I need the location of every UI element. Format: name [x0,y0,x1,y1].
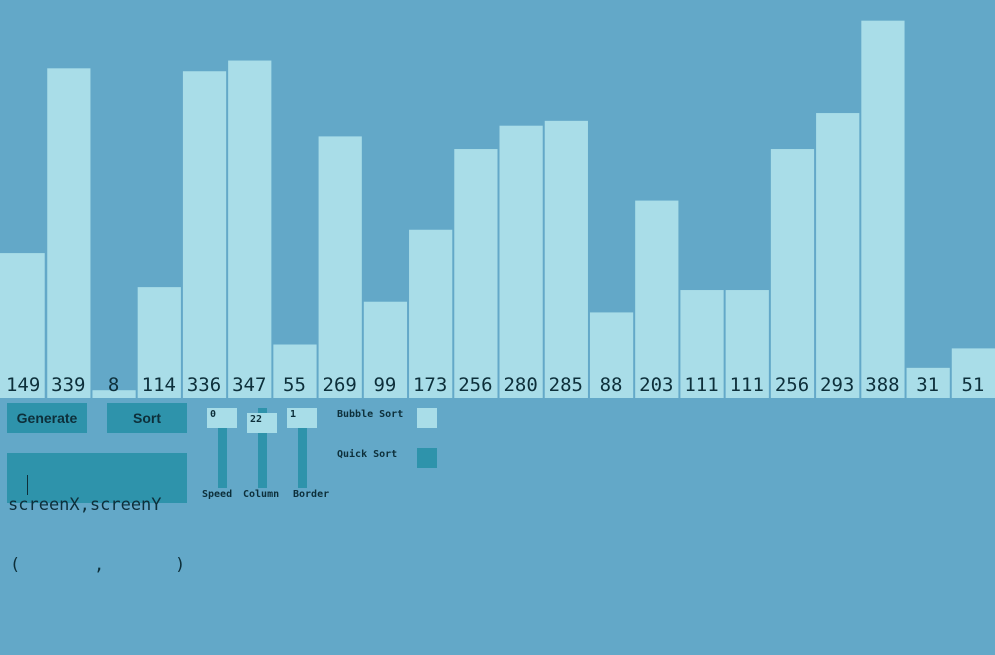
bar-value-label-21: 51 [961,374,984,396]
bar-chart: 149 339 8 114 336 347 55 269 99 173 256 280 285 88 203… [0,20,995,399]
bar-value-label-13: 88 [600,374,623,396]
speed-slider-track[interactable] [218,420,227,488]
bar-7 [318,136,362,398]
quick-sort-label: Quick Sort [337,449,398,460]
bar-14 [635,200,679,398]
bar-21 [951,348,995,398]
bar-2 [92,390,136,398]
bar-value-label-3: 114 [142,374,176,396]
bar-15 [680,290,724,398]
bar-10 [454,149,498,398]
column-slider-knob[interactable]: 22 [247,413,277,433]
coordinates-separator: , [94,555,105,575]
bar-value-label-20: 31 [916,374,939,396]
bar-19 [861,20,905,398]
bar-value-label-11: 280 [503,374,537,396]
generate-button[interactable]: Generate [7,403,87,433]
bar-value-label-1: 339 [51,374,85,396]
border-slider-knob[interactable]: 1 [287,408,317,428]
bar-value-label-5: 347 [232,374,266,396]
bar-20 [906,367,950,398]
coordinates-close-paren: ) [175,555,186,575]
bubble-sort-label: Bubble Sort [337,409,404,420]
column-slider-track[interactable] [258,408,267,488]
bar-value-label-8: 99 [373,374,396,396]
column-slider-label: Column [243,489,280,500]
bar-17 [770,149,815,398]
bar-8 [363,301,408,398]
border-slider-label: Border [293,489,330,500]
bar-5 [228,60,272,398]
bar-value-label-4: 336 [187,374,221,396]
coordinates-readout[interactable]: screenX,screenY ( , ) [7,453,187,575]
bar-value-label-6: 55 [283,374,306,396]
bar-6 [273,344,317,398]
bar-value-label-17: 256 [775,374,809,396]
bar-11 [499,125,543,398]
coordinates-label: screenX,screenY [8,495,162,515]
bar-value-label-9: 173 [413,374,447,396]
speed-slider-label: Speed [202,489,233,500]
bar-value-label-7: 269 [323,374,357,396]
bar-value-label-14: 203 [639,374,673,396]
bar-value-label-19: 388 [865,374,899,396]
bar-value-label-16: 111 [730,374,764,396]
bar-16 [725,290,769,398]
text-caret [27,475,28,495]
speed-slider-knob[interactable]: 0 [207,408,237,428]
bar-9 [409,229,453,398]
bar-value-label-18: 293 [820,374,854,396]
bar-1 [47,68,91,398]
border-slider-track[interactable] [298,420,307,488]
bar-12 [544,120,588,398]
bar-0 [0,253,45,398]
bar-value-label-0: 149 [6,374,40,396]
bar-4 [182,71,227,399]
bar-3 [137,287,181,398]
bar-13 [589,312,634,398]
bar-value-label-12: 285 [549,374,583,396]
bar-value-label-10: 256 [458,374,492,396]
bar-value-label-15: 111 [684,374,718,396]
bar-18 [816,113,860,398]
quick-sort-toggle[interactable] [417,448,437,468]
coordinates-open-paren: ( [10,555,21,575]
sort-button[interactable]: Sort [107,403,187,433]
bar-value-label-2: 8 [108,374,119,396]
bubble-sort-toggle[interactable] [417,408,437,428]
